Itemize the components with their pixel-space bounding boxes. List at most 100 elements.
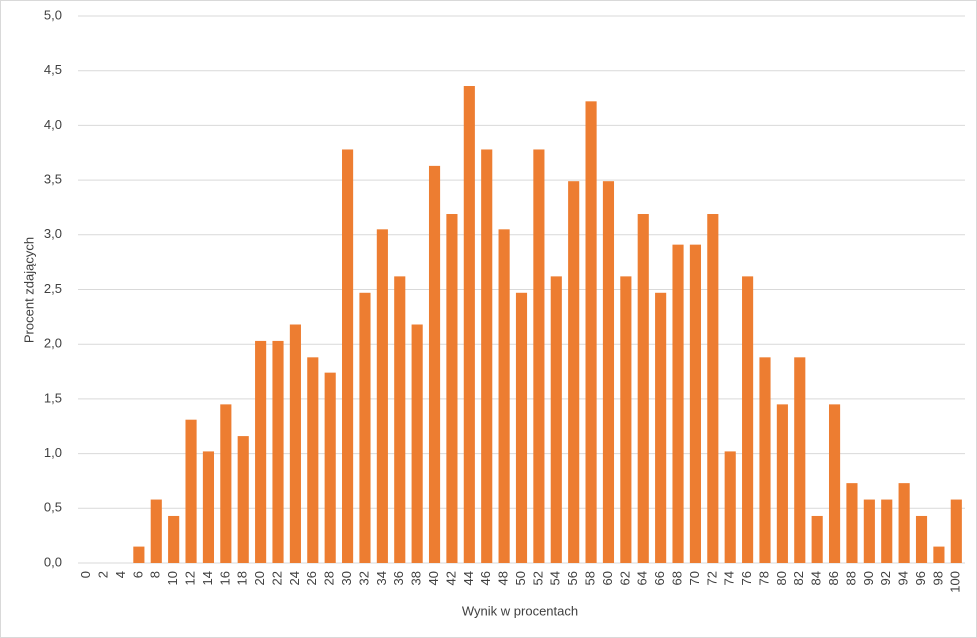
x-tick-label: 74 — [722, 571, 737, 585]
bar — [950, 499, 962, 563]
y-tick-label: 2,0 — [44, 336, 62, 351]
x-tick-label: 8 — [148, 571, 163, 578]
bar — [411, 324, 423, 563]
bar — [185, 419, 197, 563]
bar — [811, 515, 823, 563]
x-tick-label: 66 — [652, 571, 667, 585]
bar — [272, 340, 284, 563]
bar — [307, 357, 319, 563]
x-tick-label: 22 — [269, 571, 284, 585]
x-tick-label: 52 — [530, 571, 545, 585]
bar — [794, 357, 806, 563]
bar — [759, 357, 771, 563]
bar — [724, 451, 736, 563]
bar — [655, 292, 667, 563]
bar — [898, 483, 910, 563]
x-tick-label: 54 — [548, 571, 563, 585]
x-tick-label: 96 — [913, 571, 928, 585]
bar — [359, 292, 371, 563]
x-tick-label: 76 — [739, 571, 754, 585]
x-tick-label: 80 — [774, 571, 789, 585]
x-tick-label: 38 — [409, 571, 424, 585]
bar — [168, 515, 180, 563]
x-tick-label: 28 — [322, 571, 337, 585]
bar — [550, 276, 562, 563]
bar — [585, 101, 597, 563]
x-tick-label: 62 — [617, 571, 632, 585]
bar — [289, 324, 301, 563]
x-tick-label: 60 — [600, 571, 615, 585]
bar — [376, 229, 388, 563]
x-tick-label: 4 — [113, 571, 128, 578]
bar — [342, 149, 354, 563]
x-tick-label: 90 — [861, 571, 876, 585]
x-tick-label: 16 — [217, 571, 232, 585]
x-tick-label: 64 — [635, 571, 650, 585]
x-tick-label: 50 — [513, 571, 528, 585]
x-tick-label: 72 — [704, 571, 719, 585]
x-tick-label: 56 — [565, 571, 580, 585]
x-tick-label: 42 — [443, 571, 458, 585]
bar — [446, 214, 458, 563]
y-tick-label: 3,5 — [44, 172, 62, 187]
x-tick-label: 10 — [165, 571, 180, 585]
bar — [481, 149, 493, 563]
x-tick-label: 92 — [878, 571, 893, 585]
bar — [133, 546, 145, 563]
bar — [394, 276, 406, 563]
x-tick-label: 6 — [130, 571, 145, 578]
x-tick-label: 94 — [896, 571, 911, 585]
bar — [933, 546, 945, 563]
y-tick-label: 1,0 — [44, 445, 62, 460]
bar — [237, 436, 249, 563]
x-tick-label: 12 — [182, 571, 197, 585]
x-tick-label: 88 — [843, 571, 858, 585]
bar — [463, 86, 475, 564]
y-tick-label: 3,0 — [44, 226, 62, 241]
bar — [620, 276, 632, 563]
x-tick-label: 26 — [304, 571, 319, 585]
x-tick-label: 82 — [791, 571, 806, 585]
x-axis-title: Wynik w procentach — [462, 603, 578, 618]
x-tick-label: 18 — [235, 571, 250, 585]
bar — [672, 244, 684, 563]
x-tick-label: 24 — [287, 571, 302, 585]
x-tick-label: 44 — [461, 571, 476, 585]
y-tick-label: 5,0 — [44, 7, 62, 22]
bar — [881, 499, 893, 563]
y-tick-label: 1,5 — [44, 390, 62, 405]
bar — [915, 515, 928, 563]
bar — [255, 340, 267, 563]
y-tick-label: 0,0 — [44, 554, 62, 569]
x-tick-label: 32 — [356, 571, 371, 585]
bar — [707, 214, 719, 563]
x-tick-label: 46 — [478, 571, 493, 585]
x-tick-label: 100 — [948, 571, 963, 593]
bar — [602, 181, 615, 563]
y-tick-label: 4,0 — [44, 117, 62, 132]
bar — [428, 165, 441, 564]
x-tick-label: 48 — [496, 571, 511, 585]
y-tick-label: 4,5 — [44, 62, 62, 77]
x-tick-label: 34 — [374, 571, 389, 585]
bar — [498, 229, 510, 563]
x-tick-label: 14 — [200, 571, 215, 585]
bar — [150, 499, 162, 563]
x-tick-label: 40 — [426, 571, 441, 585]
bar — [689, 244, 701, 563]
x-tick-label: 70 — [687, 571, 702, 585]
x-tick-label: 86 — [826, 571, 841, 585]
y-tick-label: 2,5 — [44, 281, 62, 296]
y-axis-title: Procent zdających — [21, 237, 36, 343]
bar — [533, 149, 545, 563]
bar — [828, 404, 841, 563]
bar — [637, 214, 649, 563]
x-tick-label: 98 — [930, 571, 945, 585]
bar — [515, 292, 528, 563]
x-tick-label: 2 — [96, 571, 111, 578]
x-tick-label: 84 — [809, 571, 824, 585]
bar — [863, 499, 875, 563]
bar — [220, 404, 232, 563]
bar — [324, 372, 336, 563]
